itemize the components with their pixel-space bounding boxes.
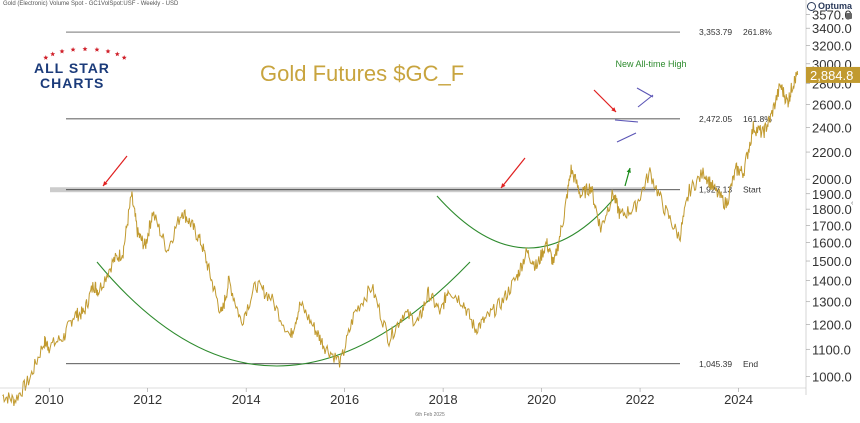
level-value-label: 1,045.39	[699, 359, 732, 369]
current-value-tag	[806, 66, 860, 83]
brand-name: Optuma	[818, 1, 853, 11]
y-tick-label: 1700.0	[812, 218, 852, 233]
allstarcharts-logo: ALL STAR CHARTS	[30, 45, 140, 95]
x-tick-label: 2012	[133, 392, 162, 407]
price-series-line	[2, 70, 799, 406]
level-tag-label: Start	[743, 185, 762, 195]
lock-icon[interactable]	[846, 13, 852, 19]
y-tick-label: 2200.0	[812, 145, 852, 160]
y-tick-label: 1800.0	[812, 202, 852, 217]
x-axis[interactable]: 2010 2012 2014 2016 2018 2020 2022 2024	[0, 387, 806, 407]
y-tick-label: 2000.0	[812, 172, 852, 187]
pattern-curves	[96, 195, 617, 367]
chart-title: Gold Futures $GC_F	[260, 61, 465, 86]
y-tick-label: 3570.0	[812, 7, 852, 22]
logo-star-icon	[70, 47, 76, 52]
wedge-line	[614, 119, 639, 123]
logo-line-2: CHARTS	[40, 75, 105, 91]
wedge-pattern	[614, 87, 654, 143]
logo-star-icon	[105, 48, 111, 54]
current-value-label: 2,884.8	[810, 68, 853, 83]
red-arrow-2020-peak-head	[501, 183, 506, 188]
y-tick-label: 1200.0	[812, 318, 852, 333]
y-tick-label: 2600.0	[812, 98, 852, 113]
wedge-line	[637, 94, 654, 108]
red-arrow-breakout	[593, 89, 617, 113]
optuma-logo-icon	[807, 2, 816, 11]
red-arrow-2011-peak	[102, 155, 128, 187]
y-tick-label: 1400.0	[812, 274, 852, 289]
level-tag-label: 161.8%	[743, 114, 772, 124]
all-time-high-annotation: New All-time High	[615, 59, 686, 69]
level-value-label: 3,353.79	[699, 27, 732, 37]
y-tick-label: 3400.0	[812, 21, 852, 36]
instrument-header: Gold (Electronic) Volume Spot - GC1VolSp…	[3, 1, 179, 7]
y-tick-label: 1100.0	[812, 342, 851, 357]
chevron-left-icon[interactable]: ‹	[851, 200, 854, 207]
annotation-arrows	[102, 89, 631, 189]
logo-star-icon	[94, 47, 100, 52]
level-tag-label: 261.8%	[743, 27, 772, 37]
x-tick-label: 2018	[429, 392, 458, 407]
wedge-line	[616, 132, 637, 143]
handle-curve	[436, 195, 617, 249]
y-axis[interactable]: 1000.0 1100.0 1200.0 1300.0 1400.0 1500.0 1600…	[805, 0, 860, 395]
level-value-label: 2,472.05	[699, 114, 732, 124]
x-tick-label: 2024	[724, 392, 753, 407]
x-tick-label: 2022	[626, 392, 655, 407]
y-tick-label: 1000.0	[812, 369, 852, 384]
x-tick-label: 2014	[232, 392, 261, 407]
x-tick-label: 2016	[330, 392, 359, 407]
x-tick-label: 2010	[35, 392, 64, 407]
logo-line-1: ALL STAR	[34, 60, 110, 76]
logo-star-icon	[50, 51, 56, 57]
y-tick-label: 1500.0	[812, 254, 852, 269]
star-arc-icon	[43, 46, 127, 60]
red-arrow-2011-peak-head	[103, 181, 108, 186]
logo-star-icon	[59, 48, 65, 54]
green-arrow-up-head	[626, 168, 631, 173]
logo-star-icon	[121, 55, 127, 60]
red-arrow-2020-peak	[500, 157, 526, 189]
y-tick-label: 3200.0	[812, 38, 852, 53]
footer-date: 6th Feb 2025	[415, 412, 445, 418]
red-arrow-breakout-head	[611, 107, 616, 112]
y-tick-label: 2400.0	[812, 120, 852, 135]
logo-star-icon	[114, 51, 120, 57]
fibonacci-levels: 3,353.79 261.8%2,472.05 161.8%1,927.13 Star…	[50, 27, 772, 369]
y-tick-label: 1300.0	[812, 295, 852, 310]
level-tag-label: End	[743, 359, 758, 369]
y-tick-label: 1600.0	[812, 236, 852, 251]
wedge-line	[636, 87, 654, 98]
x-tick-label: 2020	[527, 392, 556, 407]
cup-curve	[96, 261, 471, 367]
logo-star-icon	[82, 46, 88, 52]
logo-star-icon	[43, 55, 49, 60]
y-tick-label: 1900.0	[812, 187, 852, 202]
